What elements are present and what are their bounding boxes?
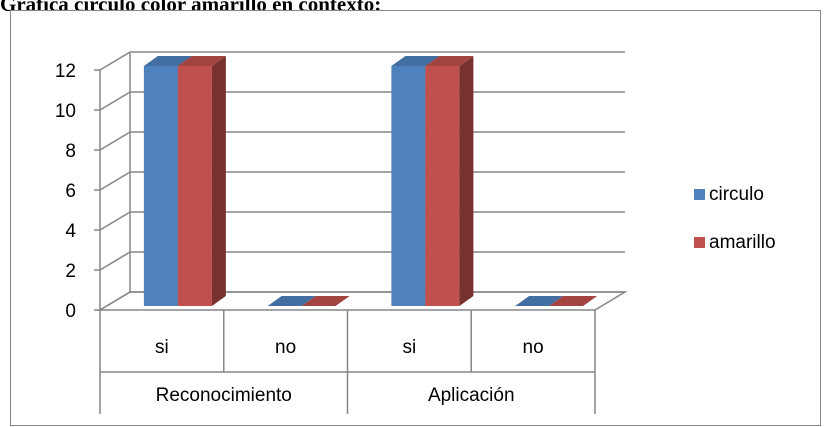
category-label: si [155,337,169,358]
axes [94,69,596,414]
chart-floor [97,291,628,311]
legend-label: amarillo [709,232,776,253]
category-label: no [523,337,544,358]
bar-top [301,296,350,306]
bar-top [177,56,226,66]
y-tick-label: 10 [55,101,76,122]
bar-top [549,296,598,306]
y-tick-label: 8 [65,141,76,162]
bar-side [459,56,474,306]
y-tick-label: 12 [55,61,76,82]
bar-side [211,56,226,306]
bar-top [391,56,440,66]
legend-swatch-circulo [694,189,705,200]
category-label: si [403,337,417,358]
group-label: Aplicación [428,385,515,406]
bars [143,56,598,306]
bar-front [143,66,178,306]
bar-front [391,66,426,306]
bar-top [143,56,192,66]
bar-top [425,56,474,66]
bar-top [267,296,316,306]
legend-label: circulo [709,184,764,205]
category-label: no [275,337,296,358]
y-tick-label: 6 [65,181,76,202]
gridline-side-6 [99,171,131,191]
bar-top [515,296,564,306]
labels: 0 2 4 6 8 10 12 si no si no Reconocimiento Aplicació… [55,61,544,406]
gridline-side-4 [99,211,131,231]
bar-amarillo-1 [301,296,350,306]
bar-circulo-3 [515,296,564,306]
y-tick-label: 0 [65,301,76,322]
bar-amarillo-0 [177,56,226,306]
bar-front [425,66,460,306]
gridline-side-2 [99,251,131,271]
bar-front [177,66,212,306]
y-tick-label: 4 [65,221,76,242]
y-tick-label: 2 [65,261,76,282]
legend: circulo amarillo [694,184,776,253]
bar-circulo-1 [267,296,316,306]
group-label: Reconocimiento [156,385,292,406]
gridline-side-12 [99,51,131,71]
bar-amarillo-3 [549,296,598,306]
gridline-side-8 [99,131,131,151]
bar-amarillo-2 [425,56,474,306]
legend-swatch-amarillo [694,237,705,248]
gridline-side-10 [99,91,131,111]
